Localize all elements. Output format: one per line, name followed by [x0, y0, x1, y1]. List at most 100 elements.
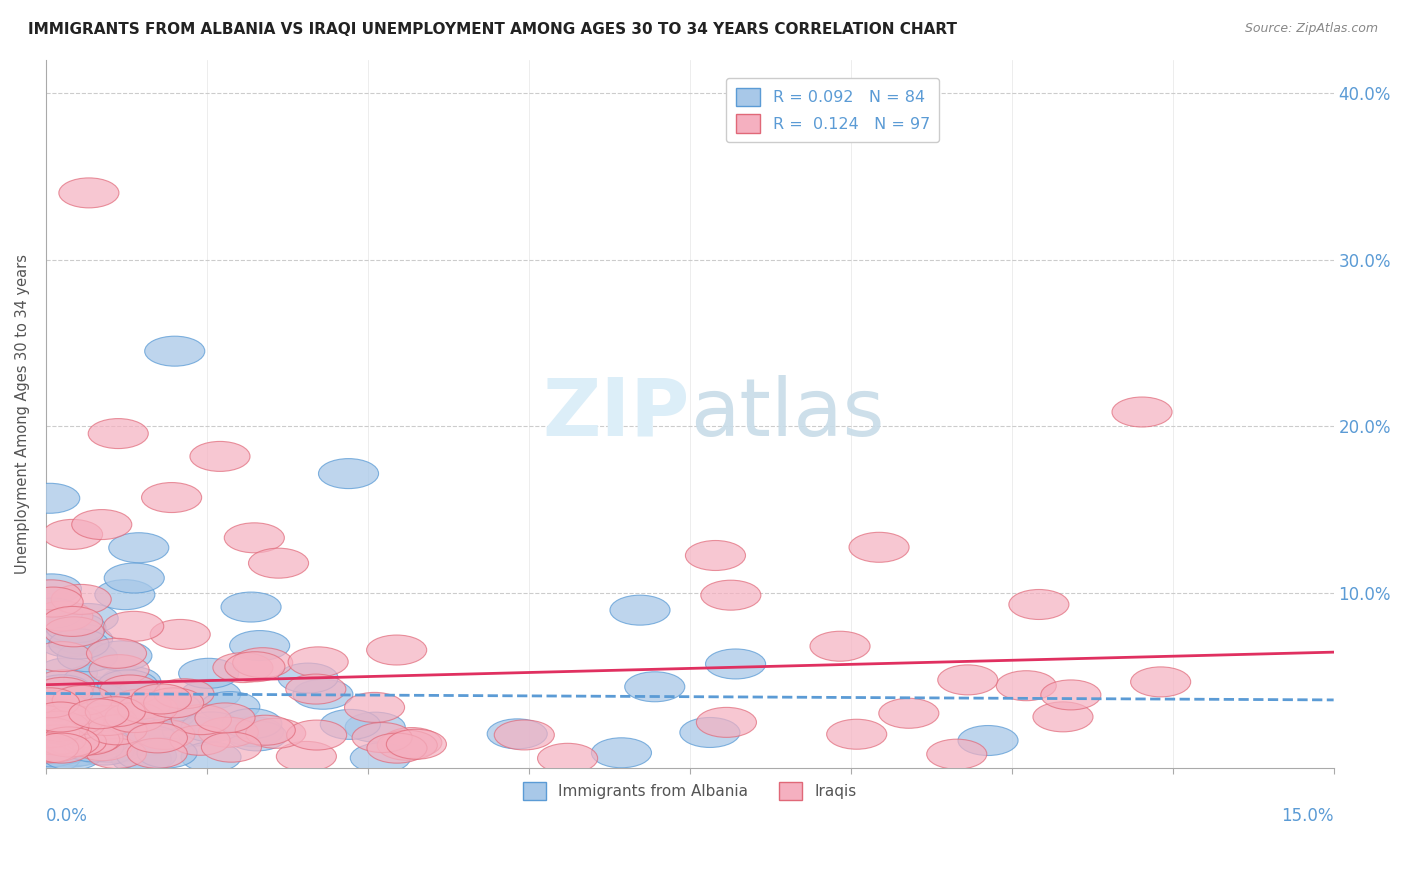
Ellipse shape — [706, 649, 766, 679]
Ellipse shape — [39, 727, 100, 757]
Ellipse shape — [70, 729, 131, 759]
Ellipse shape — [53, 731, 114, 761]
Ellipse shape — [367, 635, 426, 665]
Ellipse shape — [21, 580, 82, 610]
Ellipse shape — [344, 692, 405, 723]
Ellipse shape — [56, 713, 115, 743]
Ellipse shape — [20, 717, 80, 747]
Ellipse shape — [128, 723, 187, 753]
Ellipse shape — [34, 670, 94, 700]
Ellipse shape — [108, 533, 169, 563]
Ellipse shape — [44, 617, 104, 647]
Ellipse shape — [39, 684, 100, 714]
Ellipse shape — [105, 703, 165, 732]
Ellipse shape — [232, 648, 292, 678]
Legend: Immigrants from Albania, Iraqis: Immigrants from Albania, Iraqis — [517, 776, 862, 806]
Ellipse shape — [229, 631, 290, 661]
Ellipse shape — [212, 653, 273, 682]
Ellipse shape — [46, 613, 105, 643]
Ellipse shape — [377, 731, 437, 760]
Ellipse shape — [235, 715, 295, 745]
Ellipse shape — [101, 666, 160, 697]
Ellipse shape — [486, 719, 547, 749]
Ellipse shape — [1130, 667, 1191, 697]
Ellipse shape — [52, 685, 112, 715]
Ellipse shape — [73, 699, 134, 729]
Ellipse shape — [226, 721, 287, 751]
Ellipse shape — [17, 706, 77, 736]
Ellipse shape — [225, 523, 284, 553]
Ellipse shape — [879, 698, 939, 728]
Ellipse shape — [77, 706, 138, 736]
Ellipse shape — [135, 699, 195, 730]
Ellipse shape — [42, 519, 103, 549]
Ellipse shape — [287, 720, 347, 750]
Ellipse shape — [79, 732, 139, 763]
Ellipse shape — [42, 607, 103, 636]
Ellipse shape — [20, 483, 80, 513]
Ellipse shape — [58, 641, 118, 672]
Ellipse shape — [25, 617, 86, 647]
Ellipse shape — [34, 723, 94, 754]
Ellipse shape — [195, 703, 254, 733]
Ellipse shape — [142, 483, 201, 513]
Ellipse shape — [87, 714, 148, 745]
Ellipse shape — [162, 716, 222, 747]
Ellipse shape — [31, 714, 91, 744]
Ellipse shape — [624, 672, 685, 702]
Ellipse shape — [957, 725, 1018, 756]
Ellipse shape — [190, 442, 250, 471]
Ellipse shape — [849, 533, 910, 562]
Ellipse shape — [86, 697, 145, 727]
Ellipse shape — [38, 627, 98, 657]
Ellipse shape — [179, 658, 239, 689]
Ellipse shape — [997, 671, 1056, 701]
Ellipse shape — [44, 706, 104, 736]
Ellipse shape — [63, 723, 124, 753]
Ellipse shape — [53, 731, 114, 761]
Ellipse shape — [32, 601, 93, 632]
Ellipse shape — [321, 709, 381, 739]
Ellipse shape — [387, 730, 447, 759]
Ellipse shape — [938, 665, 998, 695]
Ellipse shape — [34, 677, 93, 707]
Ellipse shape — [319, 458, 378, 489]
Ellipse shape — [24, 732, 84, 762]
Ellipse shape — [198, 717, 259, 747]
Ellipse shape — [153, 679, 214, 709]
Ellipse shape — [31, 733, 91, 763]
Ellipse shape — [51, 584, 111, 615]
Ellipse shape — [48, 728, 107, 758]
Ellipse shape — [30, 712, 89, 742]
Ellipse shape — [927, 739, 987, 769]
Ellipse shape — [592, 738, 651, 768]
Ellipse shape — [98, 670, 157, 700]
Ellipse shape — [292, 680, 353, 709]
Ellipse shape — [58, 604, 118, 633]
Ellipse shape — [181, 742, 240, 772]
Ellipse shape — [53, 701, 112, 731]
Ellipse shape — [104, 611, 163, 641]
Ellipse shape — [21, 702, 80, 732]
Ellipse shape — [135, 719, 195, 749]
Ellipse shape — [1010, 590, 1069, 619]
Ellipse shape — [104, 563, 165, 593]
Ellipse shape — [45, 710, 105, 739]
Text: atlas: atlas — [690, 375, 884, 452]
Ellipse shape — [117, 740, 177, 771]
Ellipse shape — [63, 665, 124, 695]
Ellipse shape — [118, 694, 177, 723]
Ellipse shape — [131, 684, 191, 714]
Ellipse shape — [46, 727, 107, 756]
Ellipse shape — [278, 663, 337, 693]
Ellipse shape — [246, 718, 305, 748]
Ellipse shape — [32, 675, 91, 705]
Ellipse shape — [685, 541, 745, 571]
Ellipse shape — [52, 624, 112, 654]
Ellipse shape — [91, 640, 152, 671]
Ellipse shape — [32, 641, 91, 672]
Ellipse shape — [200, 691, 260, 722]
Ellipse shape — [111, 744, 172, 773]
Ellipse shape — [285, 674, 346, 704]
Ellipse shape — [30, 706, 90, 735]
